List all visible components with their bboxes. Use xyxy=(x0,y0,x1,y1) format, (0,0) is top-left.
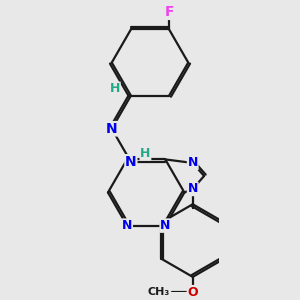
Text: N: N xyxy=(160,219,170,232)
Text: F: F xyxy=(164,5,174,19)
Text: N: N xyxy=(125,155,137,169)
Text: H: H xyxy=(140,147,151,160)
Text: N: N xyxy=(188,157,198,169)
Text: N: N xyxy=(106,122,118,136)
Text: N: N xyxy=(188,182,198,196)
Text: O: O xyxy=(188,286,198,299)
Text: CH₃: CH₃ xyxy=(148,287,170,297)
Text: H: H xyxy=(110,82,120,95)
Text: N: N xyxy=(122,219,132,232)
